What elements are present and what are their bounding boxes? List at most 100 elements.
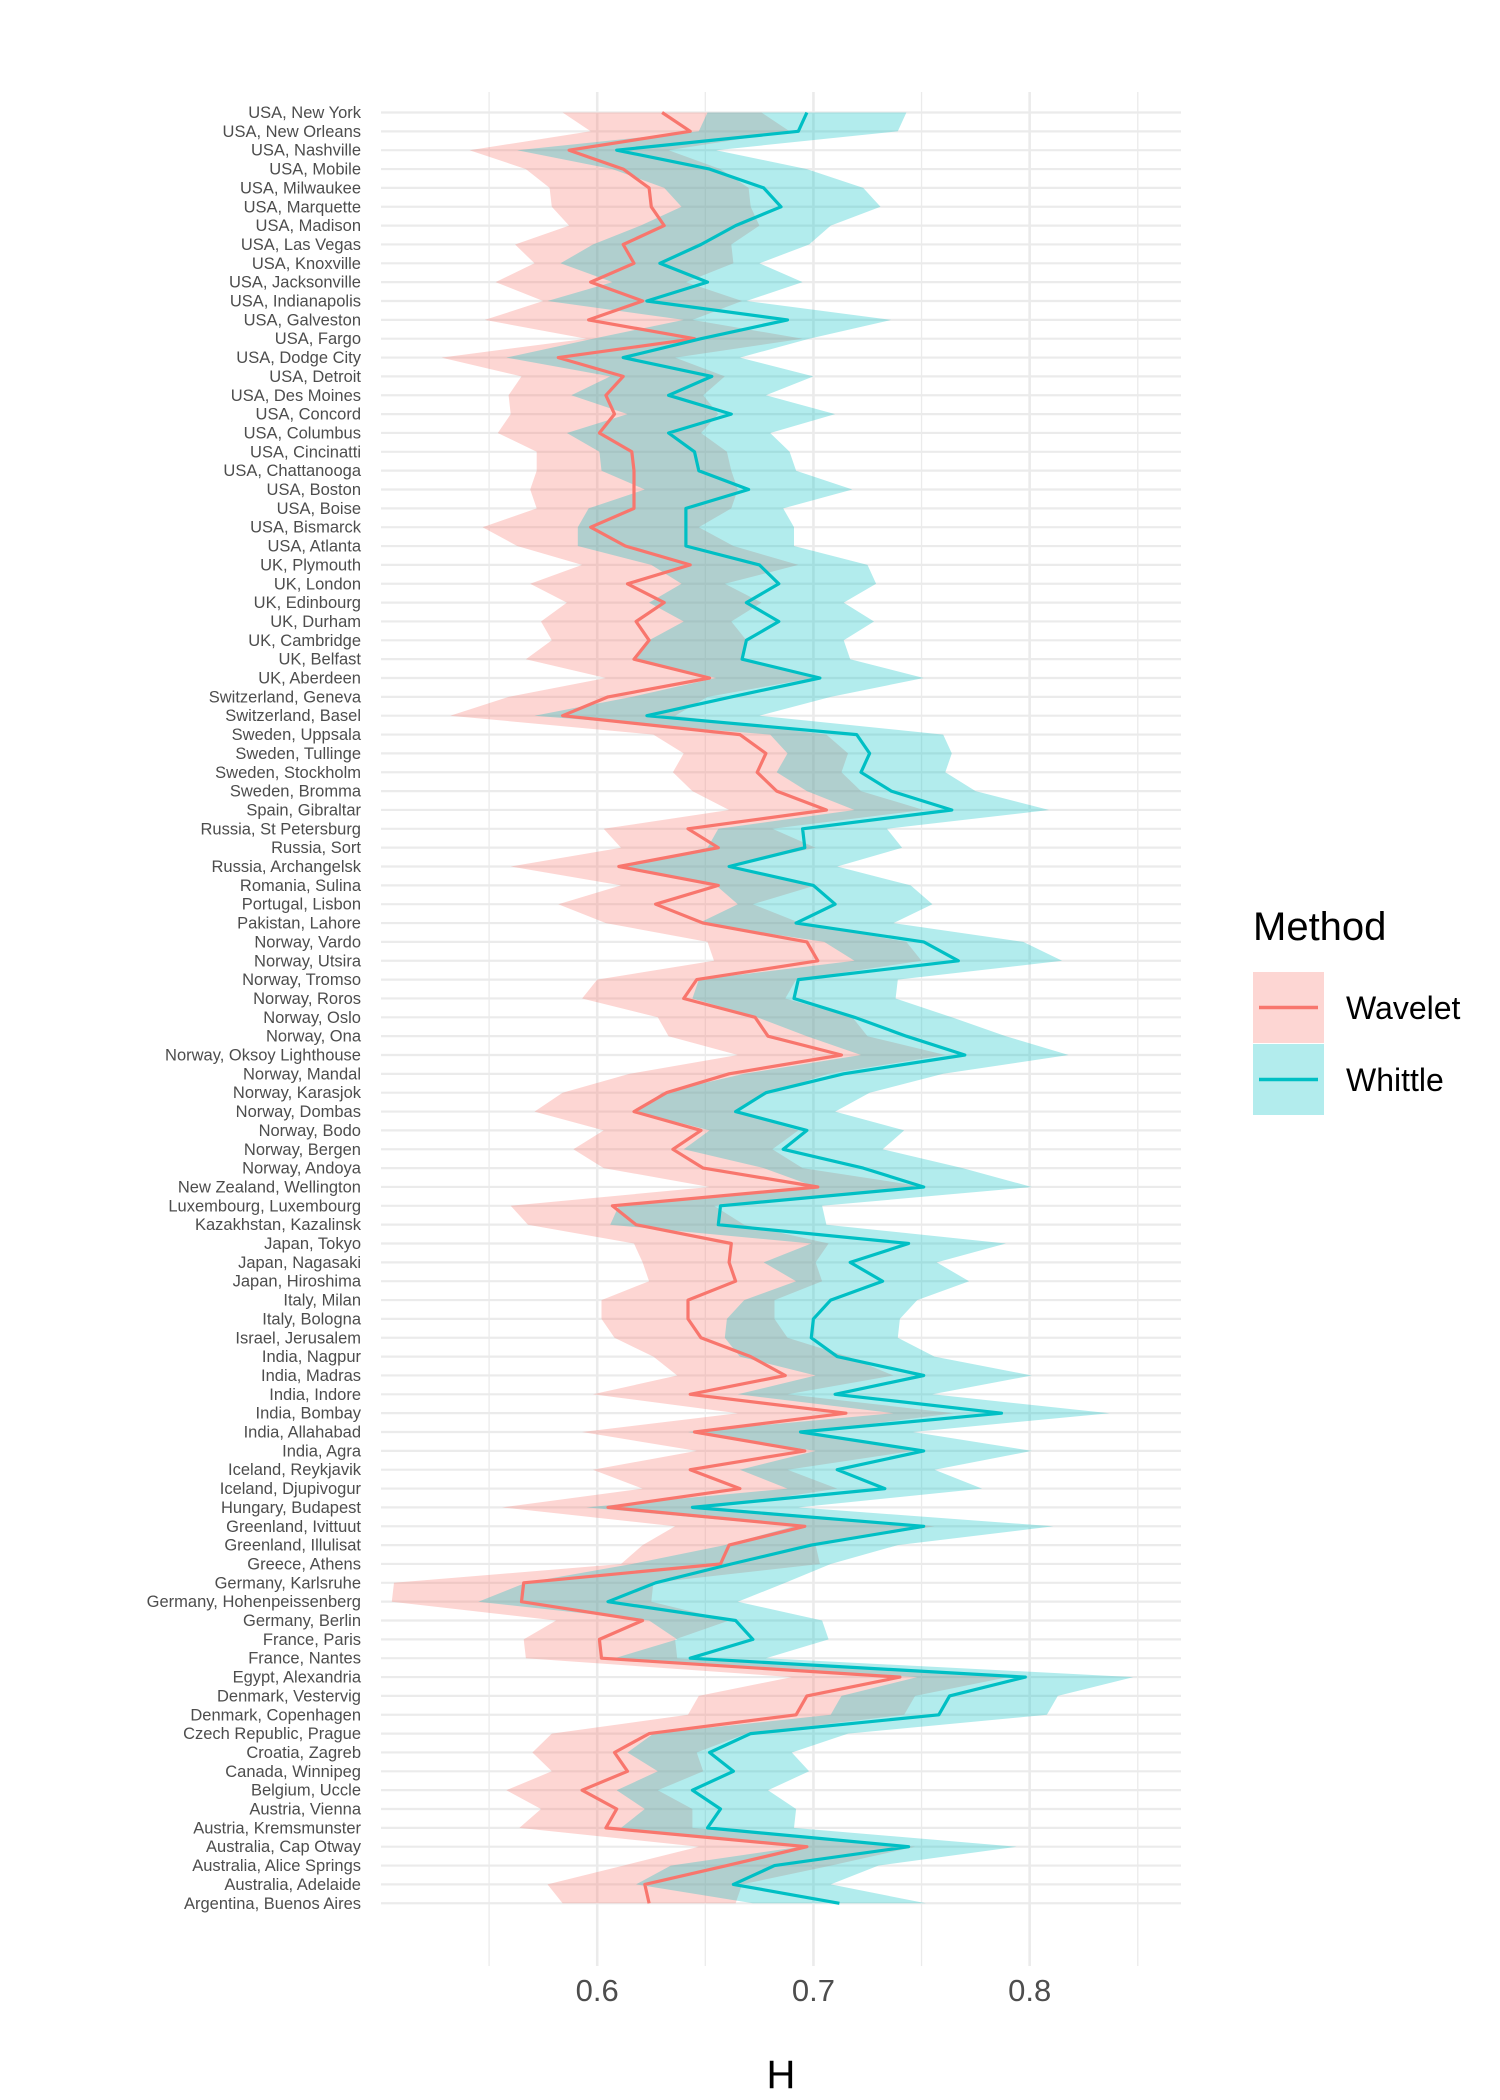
- y-tick-label: India, Indore: [269, 1386, 361, 1404]
- y-tick-label: USA, Chattanooga: [223, 462, 361, 480]
- y-tick-label: USA, Mobile: [269, 161, 361, 179]
- x-tick-label: 0.6: [576, 1973, 619, 2008]
- y-tick-label: New Zealand, Wellington: [178, 1178, 361, 1196]
- y-tick-label: UK, Belfast: [278, 651, 361, 669]
- y-tick-label: Israel, Jerusalem: [235, 1329, 361, 1347]
- confidence-bands: [391, 112, 1134, 1904]
- y-tick-label: Sweden, Stockholm: [215, 764, 361, 782]
- legend-label-whittle: Whittle: [1346, 1062, 1444, 1098]
- y-tick-label: USA, Marquette: [244, 198, 361, 216]
- y-tick-label: Greenland, Ivittuut: [226, 1518, 361, 1536]
- y-tick-label: Italy, Bologna: [262, 1310, 362, 1328]
- y-tick-label: Norway, Andoya: [242, 1160, 362, 1178]
- y-tick-label: Norway, Ona: [266, 1028, 362, 1046]
- y-tick-label: India, Madras: [261, 1367, 361, 1385]
- y-tick-label: Norway, Dombas: [236, 1103, 361, 1121]
- line-whittle: [606, 111, 1027, 1905]
- legend: Method Wavelet Whittle: [1253, 905, 1461, 1115]
- y-tick-label: Iceland, Djupivogur: [220, 1480, 362, 1498]
- y-tick-label: Sweden, Bromma: [230, 783, 362, 801]
- y-tick-label: USA, New Orleans: [223, 123, 361, 141]
- y-tick-label: Norway, Bergen: [244, 1141, 361, 1159]
- y-tick-label: Spain, Gibraltar: [246, 801, 361, 819]
- y-tick-label: Switzerland, Geneva: [209, 688, 362, 706]
- y-tick-label: Japan, Hiroshima: [233, 1273, 362, 1291]
- y-tick-label: UK, Cambridge: [248, 632, 361, 650]
- y-tick-label: Romania, Sulina: [240, 877, 362, 895]
- y-tick-label: USA, Knoxville: [252, 255, 361, 273]
- y-tick-label: Norway, Vardo: [254, 933, 361, 951]
- line-wavelet: [519, 111, 902, 1904]
- y-tick-label: USA, Jacksonville: [229, 274, 361, 292]
- y-tick-label: Portugal, Lisbon: [242, 896, 361, 914]
- y-tick-label: Greece, Athens: [247, 1555, 361, 1573]
- series-lines: [519, 111, 1027, 1905]
- x-tick-labels: 0.6 0.7 0.8: [576, 1973, 1052, 2008]
- y-tick-label: France, Nantes: [248, 1650, 361, 1668]
- y-tick-label: Croatia, Zagreb: [246, 1744, 361, 1762]
- y-tick-label: Italy, Milan: [283, 1292, 361, 1310]
- y-tick-label: Germany, Karlsruhe: [215, 1574, 361, 1592]
- y-tick-label: Russia, Archangelsk: [212, 858, 362, 876]
- y-tick-label: Norway, Roros: [253, 990, 361, 1008]
- y-tick-label: Australia, Cap Otway: [206, 1838, 362, 1856]
- band-wavelet: [391, 112, 1008, 1904]
- y-tick-label: Hungary, Budapest: [221, 1499, 361, 1517]
- y-tick-label: UK, Plymouth: [260, 556, 361, 574]
- y-tick-label: USA, New York: [248, 104, 362, 122]
- y-tick-label: Russia, Sort: [271, 839, 361, 857]
- y-tick-label: Norway, Karasjok: [233, 1084, 362, 1102]
- y-tick-label: India, Agra: [282, 1442, 362, 1460]
- y-tick-label: USA, Concord: [256, 406, 361, 424]
- band-whittle: [478, 112, 1134, 1904]
- y-tick-label: Pakistan, Lahore: [237, 915, 361, 933]
- y-tick-label: Argentina, Buenos Aires: [184, 1895, 361, 1913]
- y-tick-label: Belgium, Uccle: [251, 1782, 361, 1800]
- y-tick-label: Norway, Bodo: [259, 1122, 361, 1140]
- y-tick-label: USA, Galveston: [244, 311, 361, 329]
- y-tick-label: India, Nagpur: [262, 1348, 362, 1366]
- y-tick-label: Norway, Oslo: [263, 1009, 361, 1027]
- y-tick-label: USA, Boston: [267, 481, 361, 499]
- y-tick-label: USA, Bismarck: [250, 519, 362, 537]
- y-tick-label: France, Paris: [263, 1631, 361, 1649]
- y-tick-label: India, Allahabad: [244, 1424, 361, 1442]
- x-axis-title: H: [767, 2053, 796, 2097]
- y-tick-label: Norway, Utsira: [254, 952, 362, 970]
- y-tick-label: India, Bombay: [256, 1405, 362, 1423]
- y-tick-label: Switzerland, Basel: [225, 707, 361, 725]
- y-tick-label: USA, Detroit: [269, 368, 361, 386]
- y-tick-label: Greenland, Illulisat: [224, 1537, 361, 1555]
- y-tick-label: Austria, Vienna: [249, 1801, 361, 1819]
- y-tick-label: Kazakhstan, Kazalinsk: [195, 1216, 362, 1234]
- y-tick-label: Australia, Alice Springs: [192, 1857, 361, 1875]
- y-tick-label: UK, Edinbourg: [254, 594, 361, 612]
- y-tick-label: Denmark, Vestervig: [217, 1687, 361, 1705]
- y-tick-label: Russia, St Petersburg: [201, 820, 362, 838]
- y-tick-label: Egypt, Alexandria: [233, 1669, 362, 1687]
- y-tick-label: UK, Aberdeen: [258, 670, 361, 688]
- y-tick-label: Sweden, Tullinge: [235, 745, 361, 763]
- y-tick-label: Canada, Winnipeg: [225, 1763, 361, 1781]
- y-tick-label: UK, London: [274, 575, 361, 593]
- y-tick-label: USA, Fargo: [275, 330, 361, 348]
- y-tick-label: Iceland, Reykjavik: [228, 1461, 362, 1479]
- y-tick-label: USA, Columbus: [244, 424, 361, 442]
- legend-label-wavelet: Wavelet: [1346, 990, 1461, 1026]
- y-tick-label: Germany, Berlin: [243, 1612, 361, 1630]
- legend-title: Method: [1253, 905, 1386, 949]
- y-tick-label: Luxembourg, Luxembourg: [168, 1197, 361, 1215]
- y-tick-label: Norway, Tromso: [242, 971, 361, 989]
- y-tick-label: USA, Atlanta: [267, 538, 361, 556]
- y-tick-label: Norway, Oksoy Lighthouse: [165, 1047, 361, 1065]
- y-tick-label: USA, Nashville: [251, 142, 361, 160]
- y-tick-label: USA, Boise: [277, 500, 361, 518]
- y-tick-label: USA, Milwaukee: [240, 179, 361, 197]
- y-tick-label: USA, Indianapolis: [230, 293, 361, 311]
- y-tick-label: UK, Durham: [270, 613, 361, 631]
- y-tick-label: Norway, Mandal: [243, 1065, 361, 1083]
- x-tick-label: 0.8: [1008, 1973, 1051, 2008]
- y-tick-label: Czech Republic, Prague: [183, 1725, 361, 1743]
